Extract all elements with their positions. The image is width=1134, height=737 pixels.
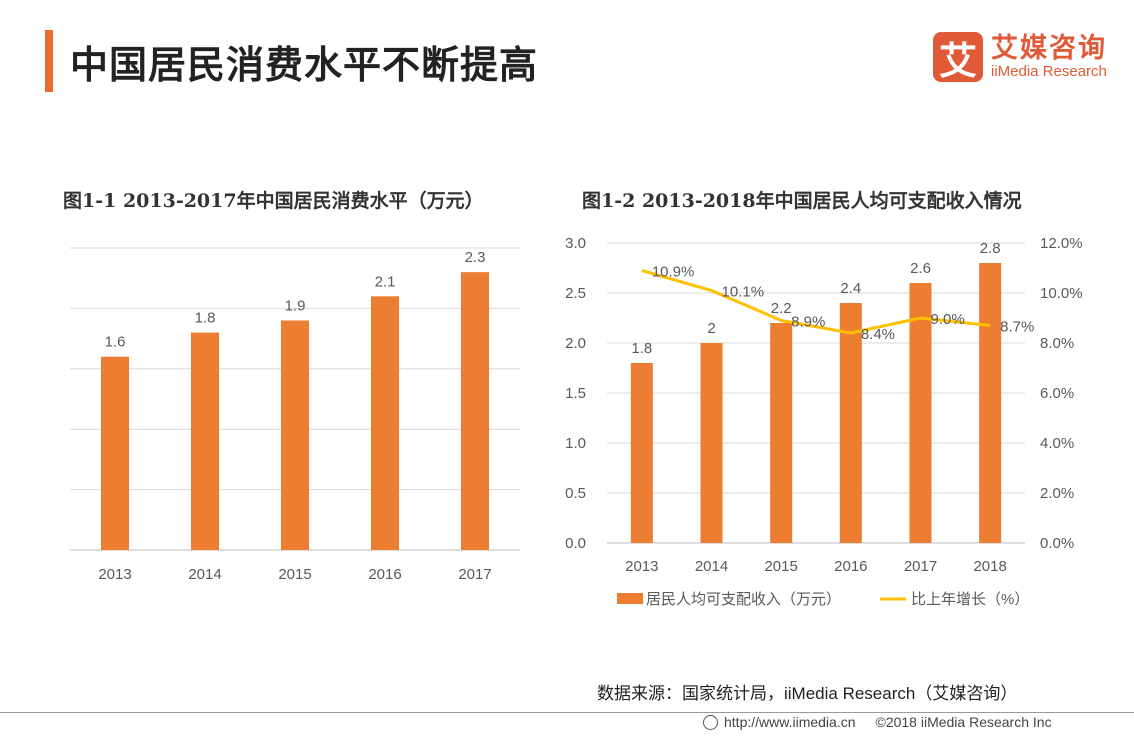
y2-tick-label: 10.0% (1040, 285, 1083, 302)
y2-tick-label: 12.0% (1040, 235, 1083, 252)
line-data-label: 8.9% (791, 314, 825, 331)
logo-name-cn: 艾媒咨询 (991, 33, 1107, 63)
line-data-label: 10.1% (722, 284, 765, 301)
bar (191, 332, 219, 550)
x-tick-label: 2013 (625, 558, 658, 575)
line-series (641, 269, 991, 335)
data-label: 2.2 (771, 300, 792, 317)
y-tick-label: 1.0 (565, 435, 586, 452)
chart1-title: 图1-1 2013-2017年中国居民消费水平（万元） (63, 190, 484, 212)
x-tick-label: 2014 (188, 566, 221, 583)
y2-tick-label: 6.0% (1040, 385, 1074, 402)
bar (700, 343, 723, 543)
y2-tick-label: 4.0% (1040, 435, 1074, 452)
x-tick-label: 2017 (904, 558, 937, 575)
legend-label: 居民人均可支配收入（万元） (646, 591, 841, 608)
legend-label: 比上年增长（%） (911, 591, 1029, 608)
bar (630, 363, 653, 543)
footer-divider (0, 712, 1134, 713)
data-label: 2.4 (840, 280, 861, 297)
line-data-label: 9.0% (931, 311, 965, 328)
data-label: 2.1 (375, 273, 396, 290)
x-tick-label: 2015 (764, 558, 797, 575)
footer: http://www.iimedia.cn ©2018 iiMedia Rese… (703, 714, 1052, 730)
y2-tick-label: 0.0% (1040, 535, 1074, 552)
data-label: 1.8 (195, 310, 216, 327)
x-tick-label: 2016 (368, 566, 401, 583)
chart2-title: 图1-2 2013-2018年中国居民人均可支配收入情况 (582, 190, 1022, 212)
data-source: 数据来源：国家统计局，iiMedia Research（艾媒咨询） (597, 684, 1018, 703)
globe-icon (703, 714, 718, 730)
y2-tick-label: 8.0% (1040, 335, 1074, 352)
bar (101, 356, 129, 550)
data-label: 1.6 (105, 334, 126, 351)
line-data-label: 8.7% (1000, 319, 1034, 336)
x-tick-label: 2015 (278, 566, 311, 583)
logo-name-en: iiMedia Research (991, 63, 1107, 80)
logo-mark: 艾 (933, 32, 983, 83)
y-tick-label: 3.0 (565, 235, 586, 252)
y2-tick-label: 2.0% (1040, 485, 1074, 502)
y-tick-label: 2.5 (565, 285, 586, 302)
bar (461, 272, 489, 550)
footer-copyright: ©2018 iiMedia Research Inc (875, 714, 1052, 730)
bar (909, 283, 932, 543)
legend-swatch-bar (617, 593, 643, 604)
logo: 艾 艾媒咨询 iiMedia Research (933, 32, 1107, 83)
footer-url[interactable]: http://www.iimedia.cn (724, 714, 856, 730)
bar (371, 296, 399, 550)
data-label: 1.9 (285, 297, 306, 314)
x-tick-label: 2013 (98, 566, 131, 583)
bar (770, 323, 793, 543)
bar (979, 263, 1002, 543)
y-tick-label: 2.0 (565, 335, 586, 352)
data-label: 2 (707, 320, 715, 337)
page-title: 中国居民消费水平不断提高 (70, 45, 539, 87)
x-tick-label: 2014 (695, 558, 728, 575)
data-label: 2.6 (910, 260, 931, 277)
line-data-label: 8.4% (861, 326, 895, 343)
line-data-label: 10.9% (652, 264, 695, 281)
x-tick-label: 2018 (973, 558, 1006, 575)
data-label: 1.8 (631, 340, 652, 357)
bar (839, 303, 862, 543)
bar (281, 320, 309, 550)
y-tick-label: 1.5 (565, 385, 586, 402)
x-tick-label: 2016 (834, 558, 867, 575)
title-accent-bar (45, 30, 53, 92)
x-tick-label: 2017 (458, 566, 491, 583)
data-label: 2.8 (980, 240, 1001, 257)
data-label: 2.3 (465, 249, 486, 266)
y-tick-label: 0.0 (565, 535, 586, 552)
y-tick-label: 0.5 (565, 485, 586, 502)
